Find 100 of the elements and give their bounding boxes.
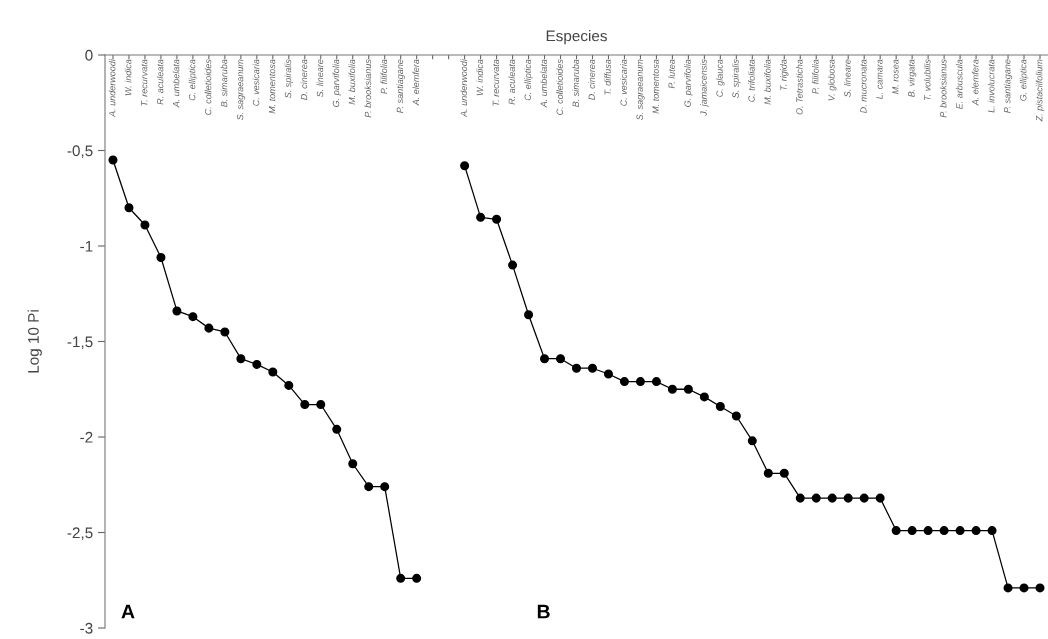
x-tick-label: C. vesicaria [252,59,260,106]
point [891,526,901,536]
x-tick-label: C. vesicaria [620,59,627,106]
x-tick-label: W. indica [124,59,132,96]
x-tick-label: B. simaruba [572,59,579,108]
x-tick-label: L. camara [876,59,883,100]
point [747,436,757,446]
point [492,214,502,224]
x-tick-label: C. colletioides [204,59,212,115]
point [300,400,310,410]
point [699,392,709,402]
x-tick-label: P. brooksianus [939,59,947,118]
point [603,369,613,379]
point [811,493,821,503]
x-tick-label: W. indica [476,59,484,96]
x-tick-label: P. lutea [668,59,675,89]
point [204,323,214,333]
y-tick-label: -3 [80,622,93,634]
x-tick-label: C. trifoliata [748,59,755,102]
x-tick-label: M. tomentosa [268,59,276,114]
point [939,526,949,536]
x-tick-label: T. recurvata [141,59,148,106]
point [412,573,422,583]
x-tick-label: P. filifolia [380,59,388,94]
x-tick-label: S. lineare [316,59,324,98]
x-tick-label: T. recurvata [492,59,500,106]
x-tick-label: P. brooksianus [364,59,372,118]
point [1019,583,1029,593]
point [587,363,597,373]
x-tick-label: C. glauca [716,59,725,97]
x-tick-label: C. elliptica [188,59,198,101]
point [172,306,182,316]
point [220,327,230,337]
point [268,367,278,377]
point [571,363,582,373]
point [843,493,853,503]
x-tick-label: T. diffusa [604,59,611,95]
x-tick-label: M. rosea [892,59,899,95]
x-tick-label: A. underwoodi [460,58,468,118]
point [955,526,965,536]
point [875,493,885,503]
x-tick-label: R. aculeata [508,59,515,105]
point [396,573,406,583]
x-tick-label: D. cinerea [588,59,595,101]
point [524,310,534,320]
point [316,400,326,410]
point [556,354,566,364]
x-tick-label: P. santiagane [1003,59,1013,113]
x-tick-label: C. colletioides [556,59,563,115]
x-tick-label: L. involucrata [987,59,995,113]
point [715,401,725,411]
point [987,526,997,536]
x-tick-label: T. rigida [780,59,789,91]
point [651,377,661,387]
point [683,384,693,394]
point [348,459,358,469]
x-tick-label: M. tomentosa [652,59,659,114]
point [1003,583,1013,593]
x-tick-label: B. simaruba [220,59,228,108]
point [923,526,933,536]
annotation: B [537,604,550,619]
point [907,526,917,536]
x-tick-label: G. parvifolia [332,59,341,107]
point [1035,583,1045,593]
x-tick-label: Z. pistaciifolium [1035,59,1045,122]
x-tick-label: A. umbelata [172,59,180,108]
point [827,493,837,503]
y-axis-title: Log 10 Pi [27,310,42,373]
x-tick-label: G. elliptica [1019,59,1029,101]
point [364,482,374,492]
point [635,377,645,387]
x-tick-label: S. spiralis [732,59,741,99]
x-tick-label: G. parvifolia [684,59,693,107]
x-axis-title: Especies [546,30,607,45]
point [140,220,150,230]
point [460,161,470,171]
point [252,359,262,369]
point [124,203,134,213]
y-tick-label: -2,5 [67,527,93,540]
point [188,312,198,322]
point [731,411,741,421]
x-tick-label: B. virgata [907,59,917,98]
y-tick-label: 0 [85,49,93,61]
x-tick-label: S. spiralis [284,59,294,99]
x-tick-label: M. buxifolia [348,59,356,105]
point [476,212,486,222]
point [619,377,629,387]
x-tick-label: A. elemfera [412,59,420,106]
x-tick-label: O. Tetrasticha [796,59,803,115]
point [795,493,805,503]
point [540,354,550,364]
point [284,380,294,390]
y-tick-label: -0,5 [67,145,93,158]
y-tick-label: -1,5 [67,336,93,349]
x-tick-label: A. underwoodi [108,58,116,118]
x-tick-label: S. sagraeanum [636,59,645,121]
x-tick-label: E. arbuscula [955,59,963,110]
x-tick-label: S. sagraeanum [236,59,246,121]
point [332,424,342,434]
x-tick-label: A. elemfera [971,59,979,106]
